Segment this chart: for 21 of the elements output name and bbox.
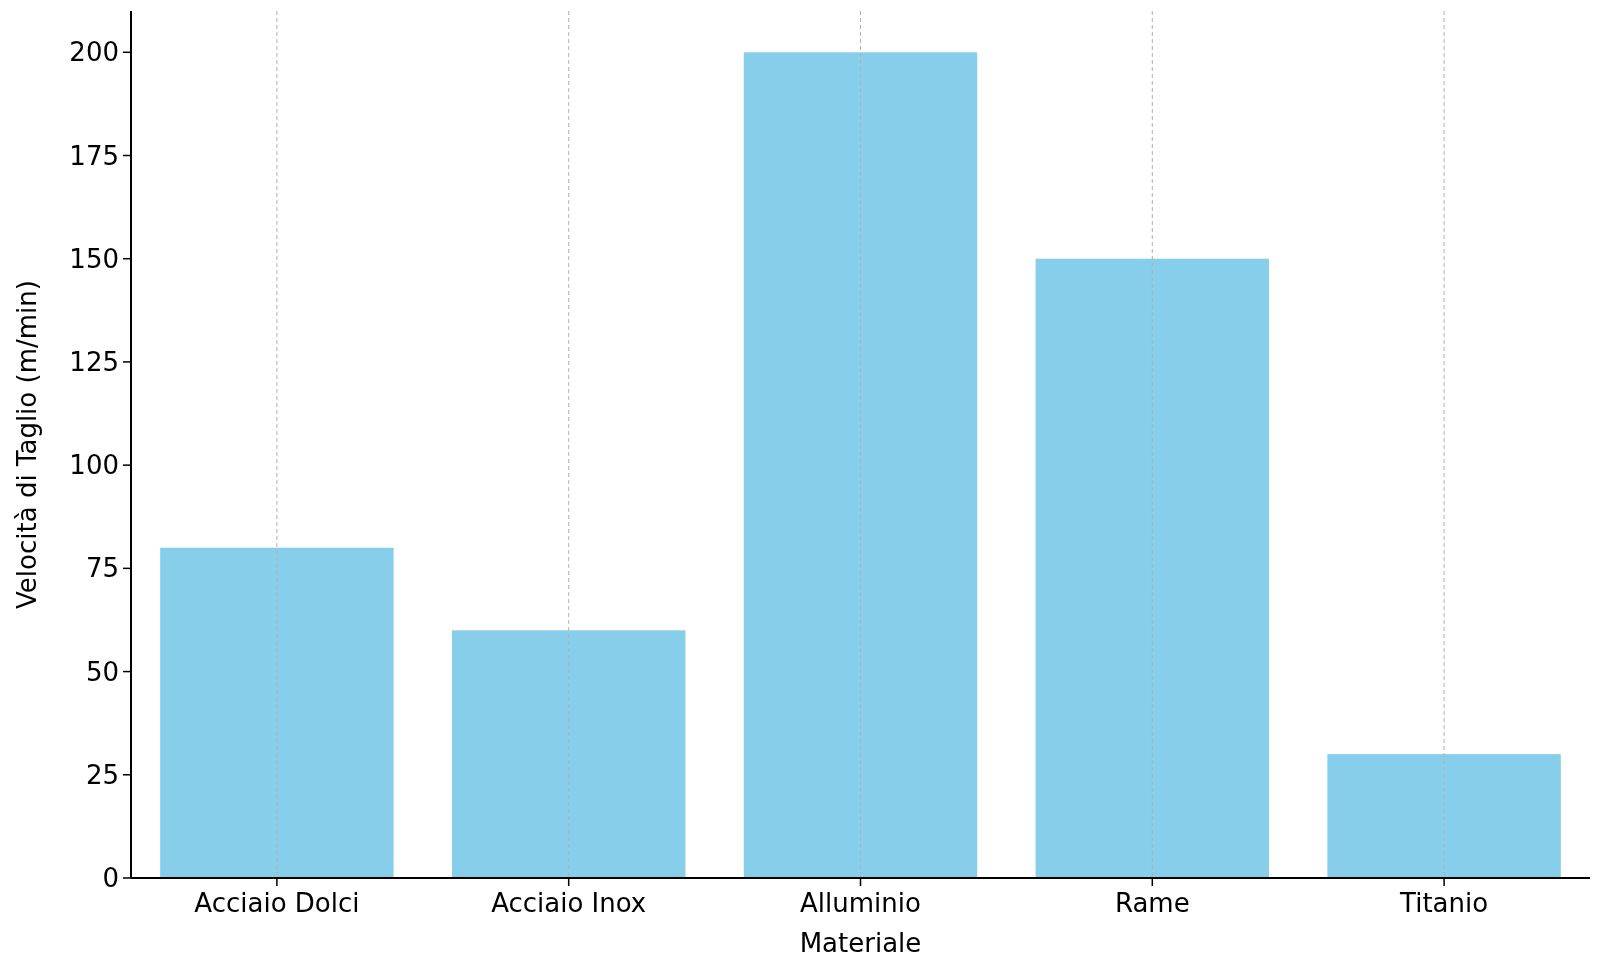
- y-tick-label: 125: [69, 347, 119, 378]
- x-tick-label: Titanio: [1399, 888, 1489, 918]
- y-tick-label: 0: [102, 863, 119, 894]
- y-tick-label: 175: [69, 140, 119, 171]
- y-tick-label: 50: [85, 656, 119, 687]
- y-tick-label: 75: [85, 553, 119, 584]
- x-tick-label: Acciaio Inox: [491, 888, 647, 918]
- bar: [743, 52, 978, 878]
- y-tick-label: 100: [69, 450, 119, 481]
- x-tick-label: Acciaio Dolci: [194, 888, 360, 918]
- x-tick-label: Rame: [1114, 888, 1190, 918]
- x-axis-title: Materiale: [799, 928, 922, 958]
- y-tick-label: 150: [69, 243, 119, 274]
- y-tick-label: 25: [85, 759, 119, 790]
- x-tick-label: Alluminio: [800, 888, 921, 918]
- y-tick-label: 200: [69, 37, 119, 68]
- bar: [1035, 258, 1270, 878]
- bar: [451, 630, 686, 878]
- bar: [1327, 754, 1561, 878]
- bar: [160, 547, 394, 878]
- y-axis-title: Velocità di Taglio (m/min): [12, 280, 42, 609]
